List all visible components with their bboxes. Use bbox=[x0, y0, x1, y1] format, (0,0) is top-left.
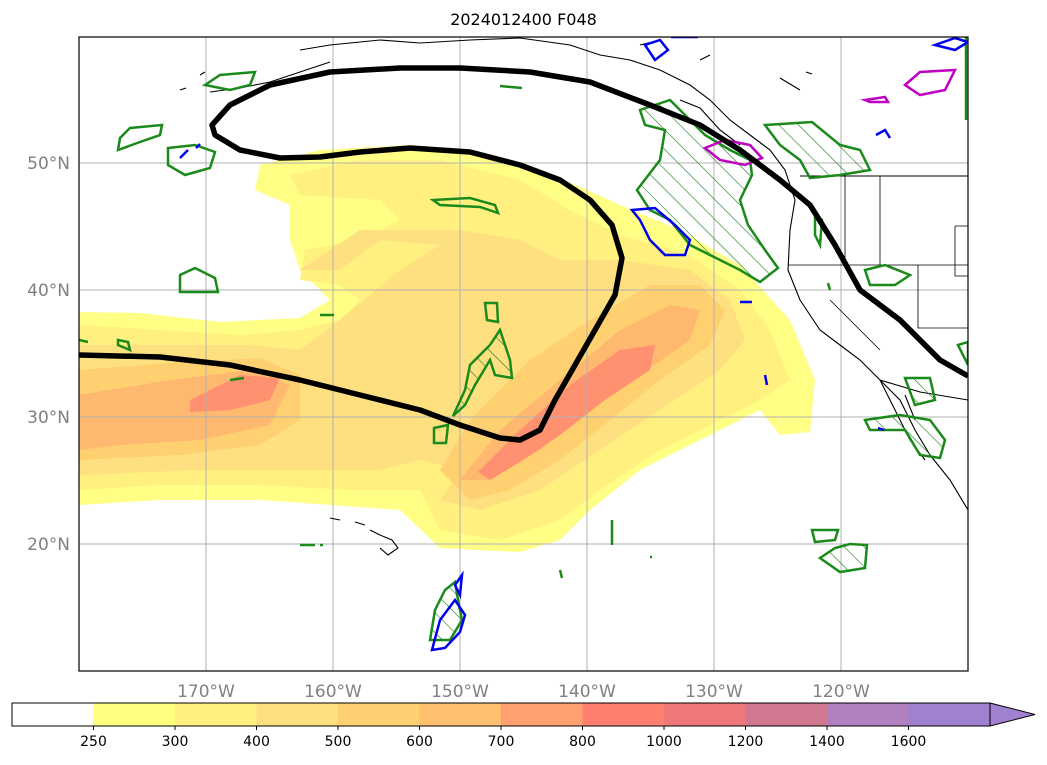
lon-label-150: 150°W bbox=[431, 682, 489, 702]
green-region-bc bbox=[762, 120, 872, 180]
colorbar-tick-label: 400 bbox=[243, 734, 270, 750]
magenta-small bbox=[860, 95, 891, 104]
green-region-sw bbox=[817, 542, 869, 574]
colorbar-extend-arrow bbox=[989, 702, 1036, 727]
lon-label-140: 140°W bbox=[558, 682, 616, 702]
lat-label-20: 20°N bbox=[27, 535, 70, 555]
lon-label-160: 160°W bbox=[304, 682, 362, 702]
colorbar-segment bbox=[338, 703, 420, 726]
colorbar-tick-label: 800 bbox=[569, 734, 596, 750]
colorbar-tick-label: 1200 bbox=[728, 734, 764, 750]
colorbar-tick-label: 1400 bbox=[809, 734, 845, 750]
shade-level-500 bbox=[79, 285, 725, 500]
lat-label-50: 50°N bbox=[27, 154, 70, 174]
state-lines bbox=[788, 176, 968, 351]
colorbar-tick-label: 250 bbox=[80, 734, 107, 750]
colorbar-segment bbox=[93, 703, 176, 726]
green-region-baja bbox=[863, 376, 947, 460]
coast-alaska bbox=[299, 37, 751, 136]
colorbar-tick-label: 300 bbox=[162, 734, 189, 750]
shading-layer bbox=[79, 145, 815, 552]
colorbar-segment bbox=[664, 703, 746, 726]
coast-hawaii bbox=[329, 517, 399, 556]
colorbar-tick-label: 1000 bbox=[646, 734, 682, 750]
colorbar-segment bbox=[501, 703, 583, 726]
green-outlines-small bbox=[79, 37, 968, 579]
green-region-pnw bbox=[635, 98, 780, 284]
lon-label-120: 120°W bbox=[812, 682, 870, 702]
colorbar-segment bbox=[582, 703, 665, 726]
figure-title: 2024012400 F048 bbox=[450, 10, 597, 29]
green-region-central bbox=[451, 327, 514, 417]
colorbar-segment bbox=[419, 703, 502, 726]
colorbar-tick-label: 600 bbox=[406, 734, 433, 750]
colorbar: 250 300 400 500 600 700 800 1000 1200 1400 1600 bbox=[11, 702, 1036, 750]
lon-label-130: 130°W bbox=[685, 682, 743, 702]
colorbar-tick-label: 500 bbox=[325, 734, 352, 750]
lon-label-170: 170°W bbox=[177, 682, 235, 702]
colorbar-segment bbox=[256, 703, 339, 726]
lon-labels: 170°W 160°W 150°W 140°W 130°W 120°W bbox=[177, 682, 870, 702]
colorbar-segment bbox=[175, 703, 257, 726]
plot-frame bbox=[78, 36, 969, 672]
shade-level-700 bbox=[190, 345, 655, 480]
colorbar-tick-label: 1600 bbox=[891, 734, 927, 750]
lat-label-40: 40°N bbox=[27, 281, 70, 301]
blue-region-offshore bbox=[629, 206, 692, 257]
black-contour bbox=[79, 65, 968, 443]
lat-label-30: 30°N bbox=[27, 408, 70, 428]
contour-main bbox=[79, 65, 968, 443]
colorbar-tick-label: 700 bbox=[488, 734, 515, 750]
gridlines bbox=[79, 37, 968, 671]
blue-region-south bbox=[430, 570, 467, 652]
colorbar-segment bbox=[745, 703, 828, 726]
magenta-region-north bbox=[902, 68, 958, 97]
blue-small bbox=[179, 37, 968, 432]
colorbar-segment bbox=[908, 703, 991, 726]
lat-labels: 50°N 40°N 30°N 20°N bbox=[27, 154, 70, 555]
colorbar-segment bbox=[12, 703, 94, 726]
colorbar-segment bbox=[827, 703, 909, 726]
blue-regions bbox=[179, 37, 968, 652]
